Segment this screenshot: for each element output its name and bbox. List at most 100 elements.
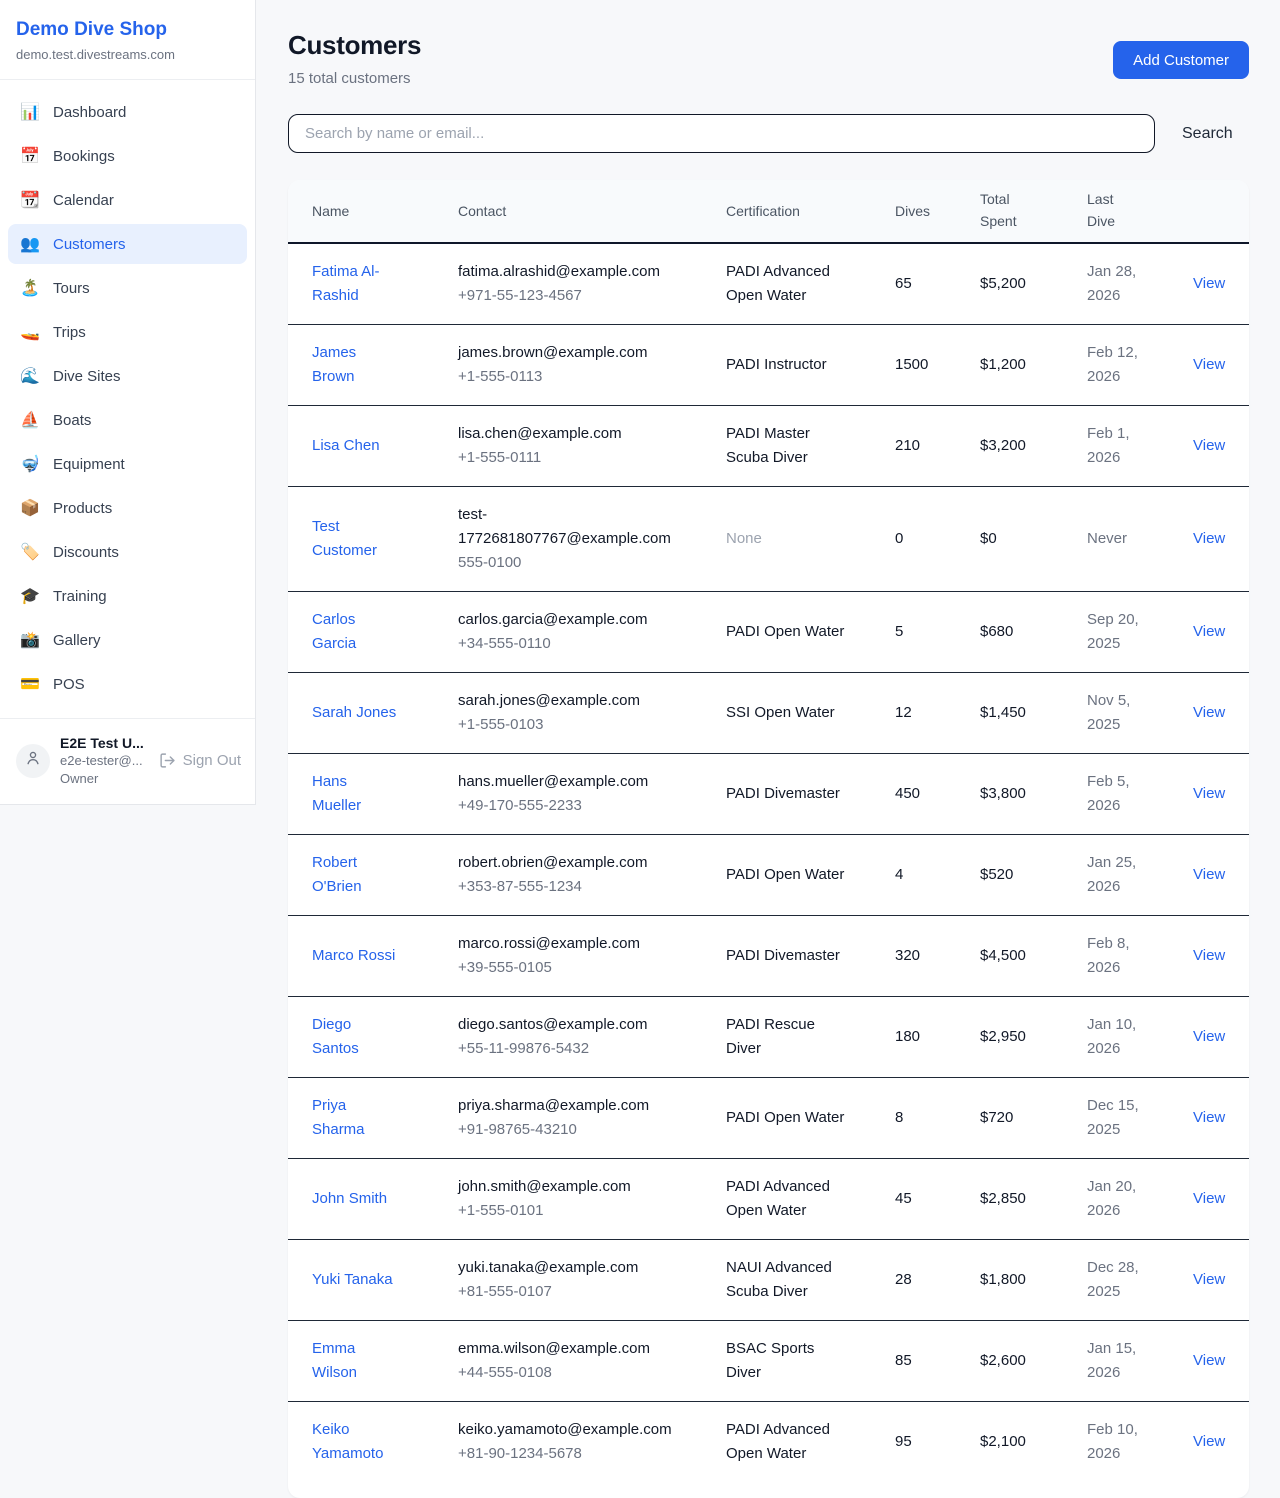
customer-last-dive: Dec 15, 2025 <box>1087 1097 1139 1138</box>
sidebar-item-label: Bookings <box>53 147 115 165</box>
search-input[interactable] <box>288 114 1155 153</box>
customer-name-link[interactable]: Emma Wilson <box>312 1340 358 1381</box>
customer-name-link[interactable]: John Smith <box>312 1190 388 1207</box>
view-customer-link[interactable]: View <box>1193 1433 1226 1450</box>
sidebar-item-gallery[interactable]: 📸 Gallery <box>8 620 247 660</box>
customer-certification: SSI Open Water <box>726 704 835 721</box>
customer-dives: 180 <box>895 1028 921 1045</box>
sidebar-item-label: Tours <box>53 279 90 297</box>
customer-last-dive: Dec 28, 2025 <box>1087 1259 1139 1300</box>
customer-name-link[interactable]: Keiko Yamamoto <box>312 1421 384 1462</box>
customer-name-link[interactable]: Priya Sharma <box>312 1097 365 1138</box>
customer-name-link[interactable]: Fatima Al-Rashid <box>312 263 380 304</box>
sidebar-item-customers[interactable]: 👥 Customers <box>8 224 247 264</box>
customer-phone: +1-555-0111 <box>458 449 542 466</box>
view-customer-link[interactable]: View <box>1193 1190 1226 1207</box>
camera-flash-icon: 📸 <box>20 632 40 649</box>
customer-total-spent: $520 <box>980 866 1014 883</box>
sidebar-item-dashboard[interactable]: 📊 Dashboard <box>8 92 247 132</box>
add-customer-button[interactable]: Add Customer <box>1113 41 1249 79</box>
customer-phone: +81-555-0107 <box>458 1283 552 1300</box>
view-customer-link[interactable]: View <box>1193 275 1226 292</box>
sidebar-item-pos[interactable]: 💳 POS <box>8 664 247 704</box>
search-button[interactable]: Search <box>1182 124 1233 142</box>
view-customer-link[interactable]: View <box>1193 1028 1226 1045</box>
customer-total-spent: $2,950 <box>980 1028 1026 1045</box>
view-customer-link[interactable]: View <box>1193 623 1226 640</box>
table-row: Sarah Jones sarah.jones@example.com +1-5… <box>288 672 1249 754</box>
customer-last-dive: Feb 5, 2026 <box>1087 773 1130 814</box>
customer-last-dive: Feb 12, 2026 <box>1087 344 1138 385</box>
table-row: Carlos Garcia carlos.garcia@example.com … <box>288 591 1249 673</box>
table-row: John Smith john.smith@example.com +1-555… <box>288 1158 1249 1240</box>
view-customer-link[interactable]: View <box>1193 1352 1226 1369</box>
customer-name-link[interactable]: Marco Rossi <box>312 947 396 964</box>
view-customer-link[interactable]: View <box>1193 437 1226 454</box>
customer-last-dive: Jan 20, 2026 <box>1087 1178 1137 1219</box>
customer-last-dive: Jan 25, 2026 <box>1087 854 1137 895</box>
customer-dives: 1500 <box>895 356 929 373</box>
customer-total-spent: $5,200 <box>980 275 1026 292</box>
sidebar-item-bookings[interactable]: 📅 Bookings <box>8 136 247 176</box>
table-header-row: Name Contact Certification Dives Total Spent… <box>288 180 1249 244</box>
customer-dives: 450 <box>895 785 921 802</box>
customer-name-link[interactable]: James Brown <box>312 344 357 385</box>
sidebar-item-label: Calendar <box>53 191 114 209</box>
sidebar-item-equipment[interactable]: 🤿 Equipment <box>8 444 247 484</box>
credit-card-icon: 💳 <box>20 676 40 693</box>
sidebar-item-training[interactable]: 🎓 Training <box>8 576 247 616</box>
customer-name-link[interactable]: Lisa Chen <box>312 437 380 454</box>
customer-phone: +353-87-555-1234 <box>458 878 582 895</box>
customer-name-link[interactable]: Diego Santos <box>312 1016 359 1057</box>
customer-name-link[interactable]: Robert O'Brien <box>312 854 362 895</box>
customer-name-link[interactable]: Yuki Tanaka <box>312 1271 393 1288</box>
customer-dives: 320 <box>895 947 921 964</box>
customer-dives: 85 <box>895 1352 912 1369</box>
sign-out-button[interactable]: Sign Out <box>159 752 241 769</box>
customer-email: john.smith@example.com <box>458 1178 631 1195</box>
customer-dives: 210 <box>895 437 921 454</box>
customer-certification: PADI Open Water <box>726 623 845 640</box>
sidebar-item-calendar[interactable]: 📆 Calendar <box>8 180 247 220</box>
view-customer-link[interactable]: View <box>1193 356 1226 373</box>
customer-certification: PADI Open Water <box>726 866 845 883</box>
view-customer-link[interactable]: View <box>1193 704 1226 721</box>
sidebar-item-discounts[interactable]: 🏷️ Discounts <box>8 532 247 572</box>
view-customer-link[interactable]: View <box>1193 1109 1226 1126</box>
customer-total-spent: $2,100 <box>980 1433 1026 1450</box>
view-customer-link[interactable]: View <box>1193 530 1226 547</box>
table-row: Fatima Al-Rashid fatima.alrashid@example… <box>288 243 1249 325</box>
sidebar-item-dive-sites[interactable]: 🌊 Dive Sites <box>8 356 247 396</box>
customer-total-spent: $2,850 <box>980 1190 1026 1207</box>
view-customer-link[interactable]: View <box>1193 785 1226 802</box>
sailboat-icon: ⛵ <box>20 412 40 429</box>
customer-name-link[interactable]: Test Customer <box>312 518 378 559</box>
customer-total-spent: $4,500 <box>980 947 1026 964</box>
customer-name-link[interactable]: Hans Mueller <box>312 773 362 814</box>
view-customer-link[interactable]: View <box>1193 947 1226 964</box>
customer-dives: 0 <box>895 530 904 547</box>
speedboat-icon: 🚤 <box>20 324 40 341</box>
view-customer-link[interactable]: View <box>1193 1271 1226 1288</box>
customer-total-spent: $1,200 <box>980 356 1026 373</box>
table-row: Yuki Tanaka yuki.tanaka@example.com +81-… <box>288 1239 1249 1321</box>
customer-phone: +81-90-1234-5678 <box>458 1445 582 1462</box>
sidebar-item-boats[interactable]: ⛵ Boats <box>8 400 247 440</box>
customer-dives: 65 <box>895 275 912 292</box>
sidebar-item-products[interactable]: 📦 Products <box>8 488 247 528</box>
user-email: e2e-tester@... <box>60 753 143 769</box>
customer-name-link[interactable]: Carlos Garcia <box>312 611 357 652</box>
page-header: Customers 15 total customers Add Custome… <box>288 30 1249 87</box>
customers-table-card: Name Contact Certification Dives Total Spent… <box>288 180 1249 1498</box>
sidebar-item-trips[interactable]: 🚤 Trips <box>8 312 247 352</box>
customer-certification: PADI Open Water <box>726 1109 845 1126</box>
sidebar-item-tours[interactable]: 🏝️ Tours <box>8 268 247 308</box>
graduation-cap-icon: 🎓 <box>20 588 40 605</box>
table-row: Robert O'Brien robert.obrien@example.com… <box>288 834 1249 916</box>
people-icon: 👥 <box>20 236 40 253</box>
customer-total-spent: $2,600 <box>980 1352 1026 1369</box>
customer-name-link[interactable]: Sarah Jones <box>312 704 397 721</box>
customer-last-dive: Sep 20, 2025 <box>1087 611 1139 652</box>
view-customer-link[interactable]: View <box>1193 866 1226 883</box>
customer-total-spent: $680 <box>980 623 1014 640</box>
